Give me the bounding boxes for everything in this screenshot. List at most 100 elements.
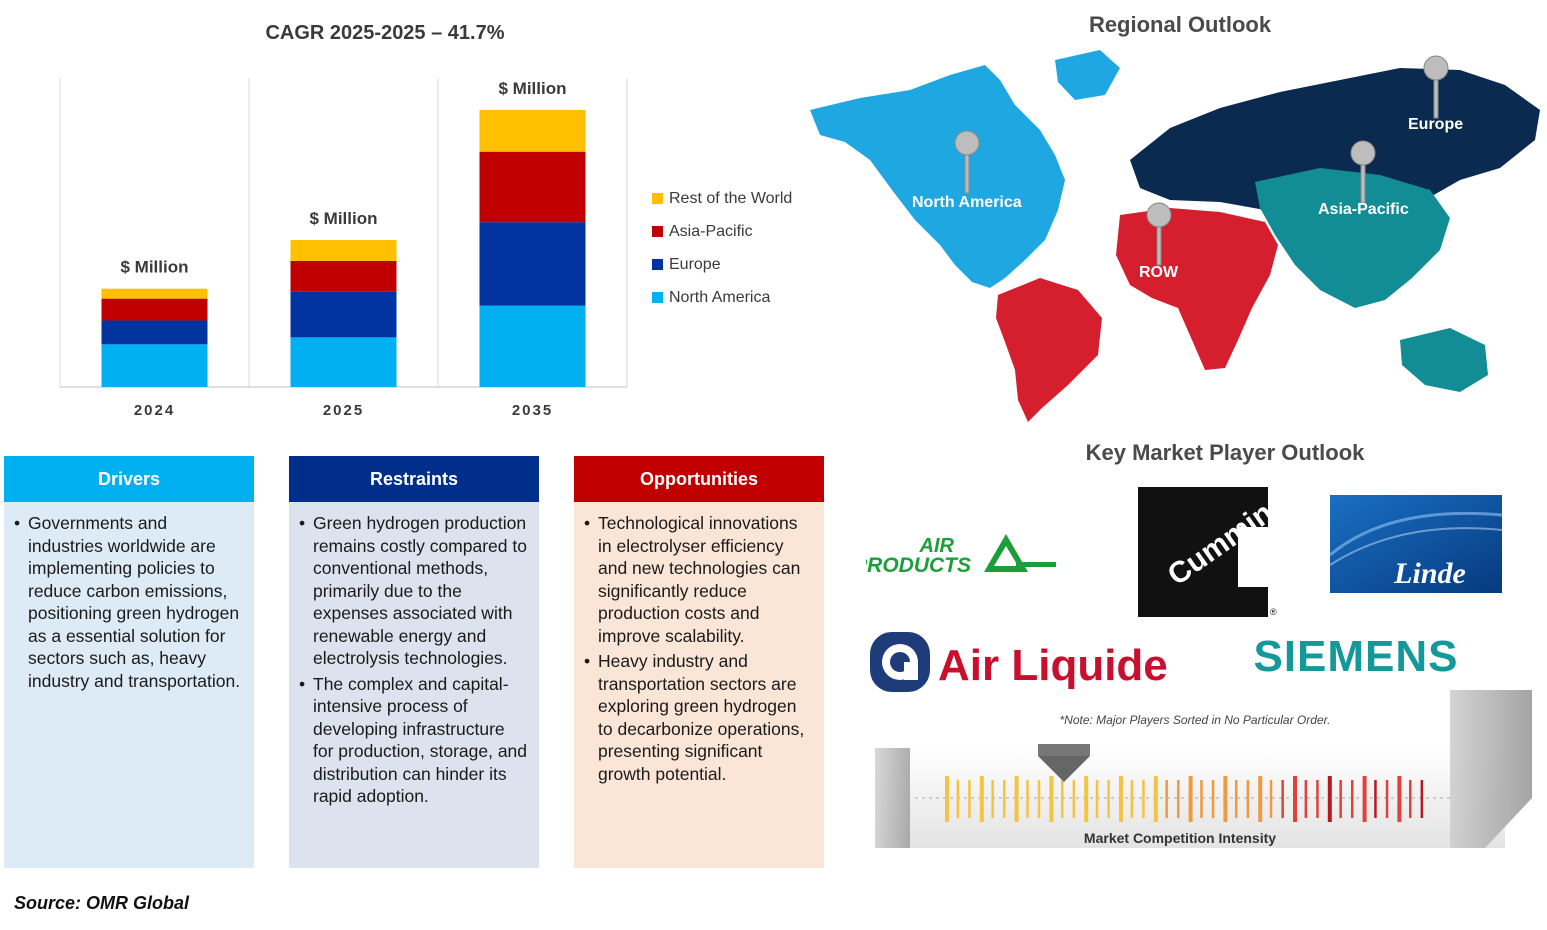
opportunities-body: Technological innovations in electrolyse… <box>574 502 824 785</box>
legend-label: Rest of the World <box>669 189 793 207</box>
asia-pacific-region <box>1255 168 1450 308</box>
bar-segment-north-america-2035 <box>479 305 586 387</box>
svg-text:®: ® <box>1270 607 1277 617</box>
gauge-pointer-icon <box>1038 756 1090 782</box>
gauge-tick <box>1095 780 1099 818</box>
gauge-tick <box>1223 776 1228 822</box>
greenland-shape <box>1055 50 1120 100</box>
legend-label: Europe <box>669 255 721 273</box>
bullet-item: Heavy industry and transportation sector… <box>584 650 814 785</box>
air-liquide-logo-art: Air Liquide <box>870 632 1168 692</box>
gauge-tick <box>1107 780 1110 818</box>
air-products-logo: AIR PRODUCTS <box>853 532 1066 582</box>
bar-segment-rest-of-the-world-2035 <box>479 109 586 152</box>
bullet-item: The complex and capital-intensive proces… <box>299 673 529 808</box>
linde-logo-art: Linde <box>1329 495 1503 593</box>
gauge-tick <box>1072 780 1076 818</box>
pin-row-icon <box>1146 202 1172 266</box>
pin-asia-pacific-icon <box>1350 140 1376 204</box>
gauge-tick <box>1165 780 1168 818</box>
bar-segment-europe-2035 <box>479 222 586 306</box>
restraints-box: Restraints Green hydrogen production rem… <box>289 456 539 868</box>
data-label-2024: $ Million <box>121 258 189 277</box>
legend-item-asia-pacific: Asia-Pacific <box>652 215 792 248</box>
gauge-tick <box>1293 776 1297 822</box>
cummins-logo-art: Cummins ® <box>1138 487 1293 617</box>
market-competition-intensity-label: Market Competition Intensity <box>1083 830 1277 846</box>
gauge-tick <box>945 776 949 822</box>
key-players-title: Key Market Player Outlook <box>1085 440 1365 465</box>
opportunities-box: Opportunities Technological innovations … <box>574 456 824 868</box>
gauge-tick <box>1374 780 1377 818</box>
restraints-header: Restraints <box>289 456 539 502</box>
chart-legend: Rest of the World Asia-Pacific Europe North… <box>652 182 792 314</box>
x-tick-label-2024: 2024 <box>134 402 175 419</box>
opportunities-header: Opportunities <box>574 456 824 502</box>
legend-swatch <box>652 226 663 237</box>
svg-text:Linde: Linde <box>1393 557 1466 590</box>
gauge-tick <box>1049 776 1054 822</box>
bullet-item: Governments and industries worldwide are… <box>14 512 244 692</box>
world-map <box>810 50 1540 422</box>
bar-segment-north-america-2025 <box>290 337 397 387</box>
bar-segment-europe-2024 <box>101 320 208 345</box>
linde-logo: Linde <box>1329 495 1503 593</box>
chart-title: CAGR 2025-2025 – 41.7% <box>265 22 505 44</box>
gauge-tick <box>1200 780 1203 818</box>
stacked-bar-chart: $ Million 2024 $ Million 2025 $ Million 2035 <box>59 78 628 419</box>
gauge-tick <box>991 780 994 818</box>
gauge-tick <box>1385 780 1389 818</box>
gauge-tick <box>1026 780 1029 818</box>
gauge-tick <box>1258 776 1263 822</box>
gauge-tick <box>1211 780 1215 818</box>
gauge-tick <box>1061 780 1064 818</box>
gauge-tick <box>979 776 984 822</box>
drivers-box: Drivers Governments and industries world… <box>4 456 254 868</box>
australia-shape <box>1400 328 1488 392</box>
bar-segment-europe-2025 <box>290 291 397 338</box>
map-label-north-america: North America <box>912 194 1022 211</box>
gauge-tick <box>1014 776 1019 822</box>
legend-item-europe: Europe <box>652 248 792 281</box>
bar-segment-asia-pacific-2035 <box>479 151 586 223</box>
gauge-tick <box>1119 776 1123 822</box>
gauge-tick <box>1316 780 1319 818</box>
legend-swatch <box>652 259 663 270</box>
gauge-tick <box>968 780 971 818</box>
map-label-row: ROW <box>1139 264 1179 281</box>
data-label-2025: $ Million <box>310 209 378 228</box>
map-label-asia-pacific: Asia-Pacific <box>1318 201 1409 218</box>
gauge-tick <box>1281 780 1284 818</box>
bullet-item: Technological innovations in electrolyse… <box>584 512 814 647</box>
svg-text:PRODUCTS: PRODUCTS <box>866 554 971 577</box>
cummins-logo: Cummins ® <box>1138 487 1293 617</box>
legend-swatch <box>652 292 663 303</box>
bullet-item: Green hydrogen production remains costly… <box>299 512 529 670</box>
gauge-tick <box>1420 780 1424 818</box>
gauge-tick <box>1142 780 1145 818</box>
gauge-tick <box>1327 776 1332 822</box>
svg-text:AIR: AIR <box>919 535 955 557</box>
gauge-tick <box>1246 780 1250 818</box>
pin-north-america-icon <box>954 130 980 194</box>
bar-segment-north-america-2024 <box>101 344 208 387</box>
restraints-body: Green hydrogen production remains costly… <box>289 502 539 808</box>
gauge-tick <box>1351 780 1354 818</box>
gauge-ticks <box>945 776 1424 822</box>
competition-intensity-gauge <box>875 690 1532 848</box>
legend-item-rest-of-the-world: Rest of the World <box>652 182 792 215</box>
legend-label: Asia-Pacific <box>669 222 753 240</box>
row-africa <box>1116 208 1278 370</box>
drivers-body: Governments and industries worldwide are… <box>4 502 254 692</box>
gauge-tick <box>1177 780 1180 818</box>
gauge-tick <box>1409 780 1412 818</box>
bar-segment-asia-pacific-2025 <box>290 260 397 292</box>
bar-segment-asia-pacific-2024 <box>101 298 208 321</box>
players-note: *Note: Major Players Sorted in No Partic… <box>1059 713 1331 727</box>
gauge-tick <box>1397 776 1402 822</box>
gauge-tick <box>1304 780 1308 818</box>
gauge-tick <box>1188 776 1193 822</box>
gauge-tick <box>1235 780 1238 818</box>
row-south-america <box>996 278 1102 422</box>
air-liquide-logo: Air Liquide <box>868 628 1188 698</box>
